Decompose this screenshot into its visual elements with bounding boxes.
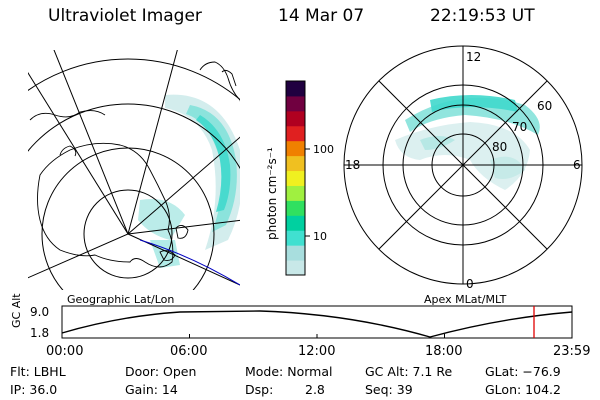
mlt-label-18: 18	[345, 158, 360, 172]
mlat-label-80: 80	[492, 140, 507, 154]
glat-info: GLat: −76.9	[485, 364, 561, 379]
door-info: Door: Open	[125, 364, 197, 379]
color-bar-cell	[286, 215, 305, 231]
aurora-emission-left	[138, 94, 240, 268]
timeline-xtick-0600: 06:00	[170, 344, 208, 359]
colorbar-unit: photon cm⁻²s⁻¹	[265, 147, 279, 240]
instrument-title: Ultraviolet Imager	[48, 6, 202, 26]
mode-info: Mode: Normal	[245, 364, 333, 379]
ip-info: IP: 36.0	[10, 382, 58, 397]
timeline-xtick-1200: 12:00	[298, 344, 336, 359]
color-bar-cell	[286, 125, 305, 142]
dsp-label: Dsp:	[245, 382, 274, 397]
color-bar-cell	[286, 170, 305, 186]
coastlines-left	[29, 61, 240, 268]
color-bar-cell	[286, 185, 305, 201]
color-bar-cell	[286, 200, 305, 216]
mlt-label-6: 6	[573, 158, 581, 172]
filter-info: Flt: LBHL	[10, 364, 66, 379]
color-bar-cell	[286, 81, 305, 97]
magnetic-polar-map: 12 18 6 0 60 70 80	[343, 45, 583, 291]
gc-altitude-curve	[61, 310, 573, 338]
seq-info: Seq: 39	[365, 382, 413, 397]
dayside-terminator	[139, 239, 240, 286]
color-bar-cell	[286, 245, 305, 261]
color-bar-cell	[286, 140, 305, 157]
dsp-value: 2.8	[305, 382, 325, 397]
timeline-ytick-min: 1.8	[30, 326, 50, 340]
gain-info: Gain: 14	[125, 382, 178, 397]
orbit-timeline	[61, 305, 573, 339]
mlt-label-12: 12	[466, 50, 481, 64]
geographic-map-label: Geographic Lat/Lon	[67, 293, 175, 306]
color-bar	[286, 81, 305, 276]
mlat-label-60: 60	[537, 99, 552, 113]
color-bar-cell	[286, 260, 305, 276]
gc-alt-info: GC Alt: 7.1 Re	[365, 364, 453, 379]
color-bar-cell	[286, 95, 305, 112]
date-label: 14 Mar 07	[278, 6, 365, 26]
colorbar-tick-100: 100	[313, 143, 334, 156]
timeline-xtick-1800: 18:00	[425, 344, 463, 359]
time-label: 22:19:53 UT	[430, 6, 535, 26]
color-bar-cell	[286, 155, 305, 172]
timeline-xtick-0000: 00:00	[46, 344, 84, 359]
timeline-xtick-2359: 23:59	[553, 344, 591, 359]
timeline-ytick-max: 9.0	[30, 305, 50, 319]
timeline-ticks	[61, 334, 573, 338]
glon-info: GLon: 104.2	[485, 382, 561, 397]
mlt-label-0: 0	[466, 277, 474, 291]
timeline-ylabel: GC Alt	[10, 293, 23, 328]
color-bar-cell	[286, 230, 305, 246]
color-bar-cell	[286, 110, 305, 127]
color-scale: 100 10 photon cm⁻²s⁻¹	[265, 80, 334, 276]
geographic-map	[28, 50, 240, 290]
magnetic-map-label: Apex MLat/MLT	[424, 293, 507, 306]
colorbar-tick-10: 10	[313, 230, 327, 243]
mlat-label-70: 70	[512, 120, 527, 134]
mlt-meridians	[344, 46, 582, 284]
